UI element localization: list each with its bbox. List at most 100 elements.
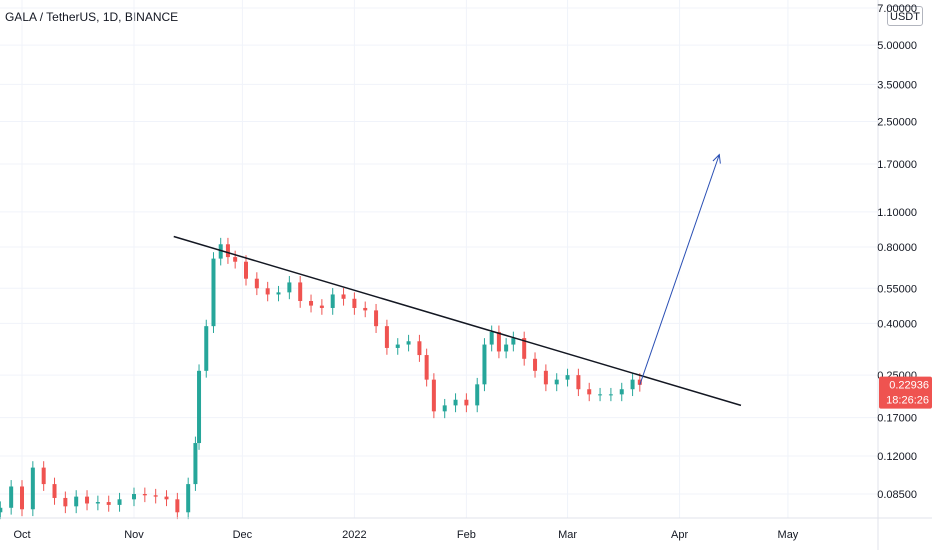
candle-body	[164, 496, 169, 500]
candle	[233, 250, 238, 269]
price-tick-label: 2.50000	[877, 116, 917, 128]
candle	[193, 436, 198, 491]
candle	[204, 319, 209, 378]
candle-body	[254, 278, 259, 289]
candle-body	[52, 484, 57, 498]
candle-body	[489, 331, 494, 345]
candle	[453, 393, 458, 413]
candle	[41, 461, 46, 491]
candle	[309, 294, 314, 313]
time-tick-label: May	[778, 529, 799, 541]
price-tick-label: 5.00000	[877, 40, 917, 52]
candle-body	[204, 326, 209, 371]
time-tick-label: Dec	[233, 529, 253, 541]
grid	[0, 0, 878, 518]
candle-body	[63, 497, 68, 507]
projection-arrow	[639, 154, 720, 385]
candle-body	[395, 344, 400, 348]
candle-body	[431, 379, 436, 412]
candle-body	[511, 338, 516, 345]
candle	[85, 490, 90, 511]
candle-body	[363, 307, 368, 311]
candle	[197, 364, 202, 450]
candle-body	[74, 496, 79, 507]
price-tick-label: 0.40000	[877, 318, 917, 330]
candle	[496, 325, 501, 359]
candle	[319, 299, 324, 315]
resistance-trendline	[173, 235, 742, 407]
candle-body	[117, 499, 122, 505]
candle	[576, 368, 581, 397]
candle-body	[504, 344, 509, 352]
candle-body	[442, 405, 447, 412]
candle	[225, 237, 230, 264]
candle-body	[330, 294, 335, 308]
candle-body	[106, 502, 111, 505]
currency-button[interactable]: USDT	[887, 6, 923, 26]
candle	[330, 288, 335, 315]
candle-body	[175, 499, 180, 513]
candle-body	[406, 341, 411, 345]
candle-body	[153, 495, 158, 497]
candle	[95, 495, 100, 511]
candle-body	[218, 244, 223, 259]
candle	[74, 490, 79, 514]
candle	[533, 352, 538, 378]
candle	[117, 492, 122, 512]
candle	[504, 338, 509, 359]
candle	[522, 331, 527, 366]
candle-body	[374, 310, 379, 327]
candle	[9, 480, 14, 515]
candle	[475, 377, 480, 413]
candle-body	[298, 282, 303, 302]
price-tick-label: 1.10000	[877, 207, 917, 219]
candle-body	[319, 305, 324, 308]
candle	[489, 325, 494, 352]
candle-body	[424, 355, 429, 380]
candle-body	[233, 257, 238, 262]
candle-body	[533, 358, 538, 371]
candle	[153, 488, 158, 504]
time-tick-label: 2022	[342, 529, 366, 541]
candle-body	[30, 467, 35, 510]
candle	[276, 285, 281, 302]
time-tick-label: Oct	[13, 529, 30, 541]
arrow-head-icon	[712, 153, 721, 164]
candle-body	[132, 494, 136, 500]
candle-body	[9, 486, 14, 508]
candle-body	[95, 502, 100, 504]
candle	[554, 373, 559, 392]
annotations[interactable]	[173, 153, 742, 407]
candle-body	[619, 389, 624, 395]
candle-body	[309, 301, 314, 306]
candle-body	[244, 261, 248, 279]
candle-body	[598, 394, 603, 396]
candle	[587, 382, 592, 402]
candle-body	[352, 298, 357, 308]
candle	[265, 281, 270, 302]
candle-body	[0, 507, 3, 513]
candle-body	[384, 326, 389, 348]
candle-body	[193, 443, 198, 485]
candle-body	[630, 379, 635, 390]
candle	[164, 490, 169, 507]
last-price-label: 0.22936	[889, 380, 929, 392]
candle	[254, 272, 259, 296]
price-tick-label: 3.50000	[877, 79, 917, 91]
price-axis[interactable]: 7.00000 5.00000 3.50000 2.50000 1.70000 1.100…	[877, 0, 917, 550]
candle-body	[197, 370, 202, 444]
candle	[442, 398, 447, 419]
time-tick-label: Mar	[558, 529, 577, 541]
price-tick-label: 0.55000	[877, 283, 917, 295]
candle-body	[637, 379, 642, 385]
candle-body	[142, 494, 147, 496]
candle-body	[608, 394, 613, 396]
candle-body	[225, 244, 230, 258]
time-axis[interactable]: Oct Nov Dec 2022 Feb Mar Apr May	[0, 517, 932, 541]
candle-body	[211, 258, 216, 327]
candle	[352, 292, 357, 315]
candle-body	[20, 486, 24, 510]
candles	[0, 237, 642, 520]
countdown-label: 18:26:26	[886, 395, 929, 407]
